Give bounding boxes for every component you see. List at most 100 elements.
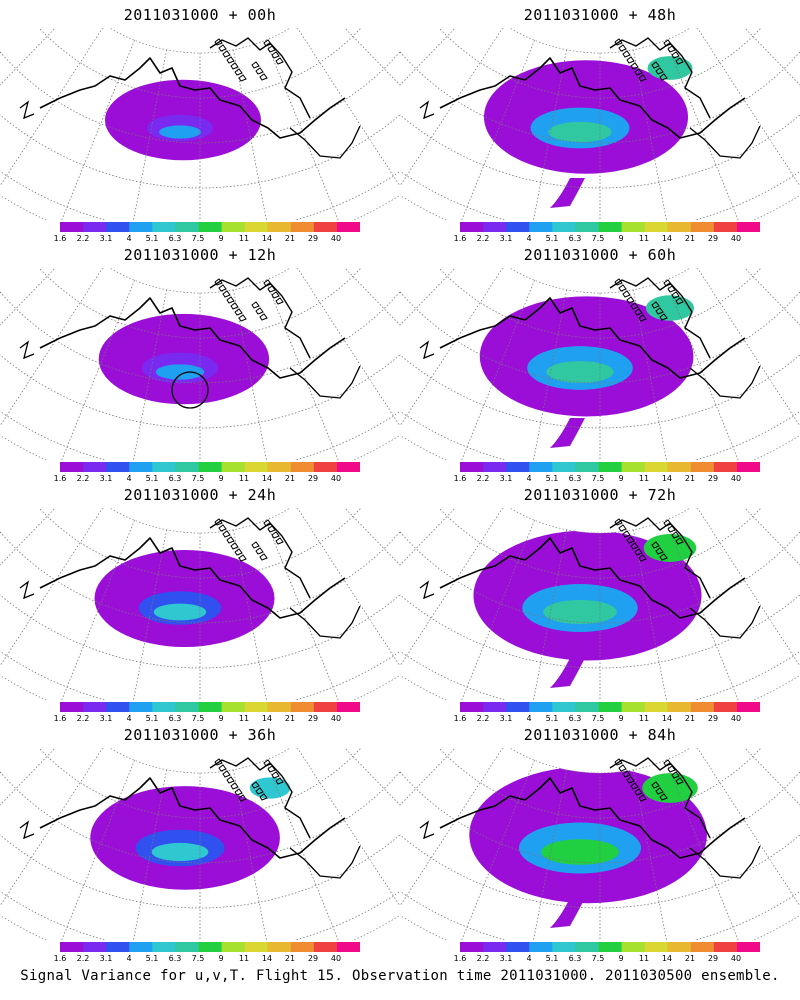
colorbar-label: 21: [284, 954, 296, 963]
arctic-island: [259, 73, 268, 81]
colorbar-label: 3.1: [99, 954, 113, 963]
colorbar-label: 6.3: [568, 714, 582, 723]
panel-title: 2011031000 + 24h: [123, 486, 277, 504]
arctic-island: [251, 781, 260, 789]
arctic-island: [651, 301, 660, 309]
colorbar-label: 40: [330, 954, 342, 963]
arctic-island: [218, 284, 227, 292]
coastline-greenland: [289, 125, 361, 159]
colorbar-swatch: [690, 942, 715, 952]
colorbar-label: 40: [730, 474, 742, 483]
colorbar: [460, 462, 760, 472]
colorbar: [60, 222, 360, 232]
arctic-island: [630, 782, 639, 790]
colorbar-label: 40: [730, 954, 742, 963]
arctic-island: [263, 759, 272, 767]
colorbar-label: 2.2: [76, 474, 90, 483]
colorbar-swatch: [667, 462, 692, 472]
colorbar-label: 40: [730, 714, 742, 723]
colorbar-label: 11: [638, 714, 650, 723]
colorbar-label: 1.6: [453, 234, 467, 243]
colorbar-label: 1.6: [53, 234, 67, 243]
colorbar-label: 6.3: [568, 474, 582, 483]
colorbar-swatch: [175, 222, 199, 232]
arctic-island: [255, 307, 264, 315]
colorbar-labels: 1.6 2.2 3.1 4 5.1 6.3 7.5 9 11 14 21 29 40: [52, 714, 372, 724]
arctic-island: [234, 548, 243, 556]
colorbar-swatch: [644, 942, 669, 952]
colorbar-label: 40: [330, 714, 342, 723]
colorbar-swatch: [106, 942, 130, 952]
arctic-island: [675, 57, 684, 65]
graticule-meridian: [0, 748, 56, 806]
colorbar-label: 6.3: [168, 714, 182, 723]
arctic-island: [263, 519, 272, 527]
colorbar-swatch: [60, 702, 84, 712]
graticule-parallel: [38, 28, 362, 99]
graticule-parallel: [438, 748, 762, 819]
colorbar-swatch: [644, 222, 669, 232]
arctic-island: [622, 290, 631, 298]
colorbar-swatch: [483, 942, 507, 952]
colorbar-swatch: [575, 462, 599, 472]
colorbar-swatch: [506, 942, 530, 952]
colorbar-swatch: [244, 462, 269, 472]
coastline-west: [19, 100, 35, 120]
colorbar-swatch: [290, 462, 315, 472]
arctic-island: [651, 781, 660, 789]
arctic-island: [214, 278, 223, 286]
colorbar-swatch: [713, 702, 738, 712]
graticule-meridian: [400, 748, 456, 806]
colorbar-label: 3.1: [499, 954, 513, 963]
colorbar-swatch: [598, 702, 623, 712]
colorbar-swatch: [690, 462, 715, 472]
colorbar-label: 7.5: [591, 954, 605, 963]
arctic-island: [255, 67, 264, 75]
arctic-island: [659, 553, 668, 561]
arctic-island: [275, 297, 284, 305]
colorbar-label: 2.2: [76, 954, 90, 963]
arctic-island: [626, 296, 635, 304]
arctic-island: [675, 777, 684, 785]
colorbar-label: 5.1: [145, 234, 159, 243]
colorbar-swatch: [336, 462, 360, 472]
map-panel: 2011031000 + 12h 1.6 2.2 3.1 4 5.1 6.3 7.5 9 11 14…: [0, 240, 400, 483]
colorbar-swatch: [83, 222, 107, 232]
colorbar-label: 29: [307, 954, 319, 963]
coastline-north: [39, 537, 346, 619]
colorbar-label: 29: [707, 474, 719, 483]
colorbar-label: 21: [684, 954, 696, 963]
graticule-meridian: [0, 28, 56, 86]
colorbar-label: 4: [526, 234, 532, 243]
arctic-island: [671, 51, 680, 59]
figure-caption: Signal Variance for u,v,T. Flight 15. Ob…: [20, 968, 780, 984]
colorbar-swatch: [290, 702, 315, 712]
colorbar-label: 3.1: [99, 714, 113, 723]
coastline-north: [439, 57, 746, 139]
arctic-island: [267, 765, 276, 773]
colorbar-label: 3.1: [499, 234, 513, 243]
arctic-island: [275, 537, 284, 545]
graticule-parallel: [38, 508, 362, 579]
colorbar-label: 21: [684, 474, 696, 483]
colorbar-label: 14: [661, 474, 673, 483]
colorbar-swatch: [152, 462, 176, 472]
graticule-meridian: [344, 748, 400, 806]
map-panel: 2011031000 + 36h 1.6 2.2 3.1 4 5.1 6.3 7.5 9 11 14…: [0, 720, 400, 963]
colorbar-swatch: [667, 942, 692, 952]
colorbar-label: 14: [661, 714, 673, 723]
arctic-island: [234, 788, 243, 796]
colorbar-label: 9: [618, 954, 624, 963]
arctic-island: [214, 758, 223, 766]
colorbar-label: 2.2: [476, 474, 490, 483]
map-panel: 2011031000 + 00h 1.6 2.2 3.1 4 5.1 6.3 7.5 9 11 14…: [0, 0, 400, 243]
colorbar-label: 3.1: [499, 474, 513, 483]
arctic-island: [263, 279, 272, 287]
colorbar-label: 9: [618, 234, 624, 243]
colorbar-label: 5.1: [545, 474, 559, 483]
graticule-meridian: [296, 748, 400, 907]
variance-field-core: [151, 842, 209, 862]
graticule-meridian: [400, 28, 456, 86]
arctic-island: [255, 547, 264, 555]
arctic-island: [271, 531, 280, 539]
